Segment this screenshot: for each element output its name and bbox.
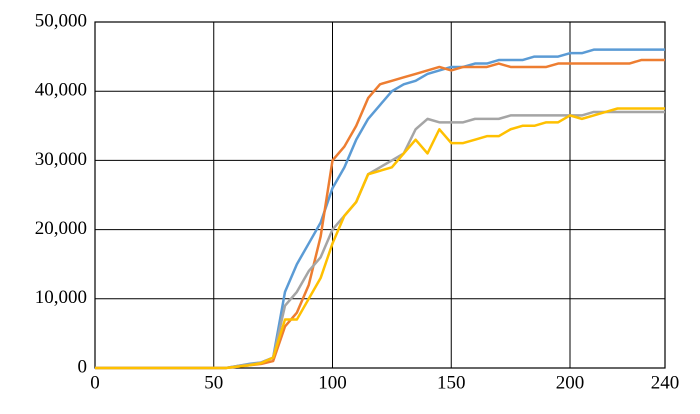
- x-tick-label: 0: [90, 372, 100, 393]
- y-tick-label: 30,000: [35, 149, 87, 170]
- series-line: [95, 107, 665, 370]
- x-tick-label: 240: [651, 372, 680, 393]
- y-tick-label: 20,000: [35, 218, 87, 239]
- y-tick-label: 40,000: [35, 80, 87, 101]
- y-tick-label: 0: [78, 356, 88, 377]
- x-tick-label: 200: [556, 372, 585, 393]
- series-line: [95, 110, 665, 370]
- series-line: [95, 48, 665, 370]
- x-tick-label: 100: [318, 372, 347, 393]
- x-tick-label: 150: [437, 372, 466, 393]
- x-tick-label: 50: [204, 372, 223, 393]
- y-tick-label: 50,000: [35, 10, 87, 31]
- plot-border: [94, 21, 666, 369]
- y-tick-label: 10,000: [35, 287, 87, 308]
